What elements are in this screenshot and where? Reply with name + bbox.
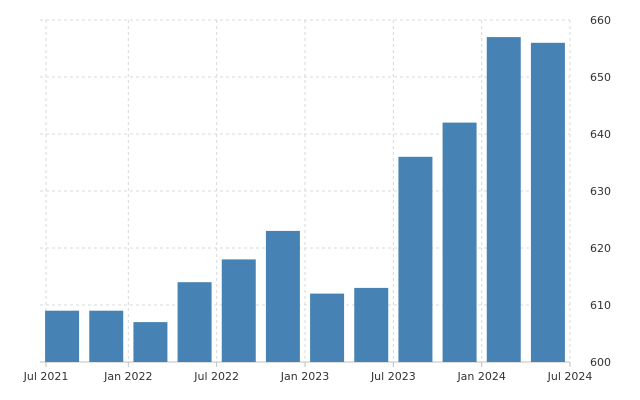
x-tick-label: Jul 2024 <box>547 370 593 383</box>
y-tick-label: 640 <box>590 128 611 141</box>
bar <box>354 287 389 362</box>
x-tick-label: Jan 2024 <box>456 370 505 383</box>
bar <box>265 230 300 362</box>
x-tick-label: Jan 2022 <box>103 370 152 383</box>
y-axis: 600 610 620 630 640 650 660 <box>590 14 611 369</box>
y-tick-label: 650 <box>590 71 611 84</box>
bar <box>486 37 521 362</box>
gridlines <box>40 19 571 367</box>
bar <box>442 122 477 362</box>
x-axis: Jul 2021 Jan 2022 Jul 2022 Jan 2023 Jul 2023… <box>23 370 593 383</box>
x-tick-label: Jul 2022 <box>193 370 239 383</box>
bar <box>530 42 565 363</box>
x-tick-label: Jul 2023 <box>370 370 416 383</box>
bar <box>398 156 433 362</box>
bar <box>89 310 124 362</box>
bar <box>133 322 168 362</box>
y-tick-label: 600 <box>590 356 611 369</box>
y-tick-label: 610 <box>590 299 611 312</box>
y-tick-label: 620 <box>590 242 611 255</box>
y-tick-label: 630 <box>590 185 611 198</box>
x-tick-label: Jan 2023 <box>280 370 329 383</box>
bar <box>177 282 212 362</box>
y-tick-label: 660 <box>590 14 611 27</box>
bar <box>310 293 345 362</box>
bar <box>45 310 80 362</box>
bar <box>221 259 256 362</box>
x-tick-label: Jul 2021 <box>23 370 69 383</box>
bars <box>45 37 565 363</box>
